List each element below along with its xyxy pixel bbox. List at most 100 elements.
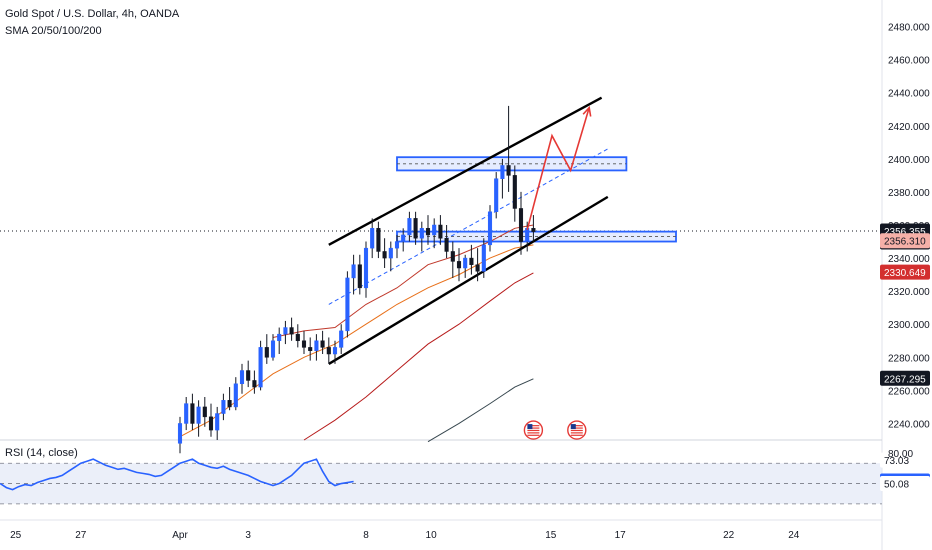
time-tick-label: Apr [172,530,188,541]
candle [289,327,294,335]
candle [413,218,418,239]
time-tick-label: 27 [75,530,87,541]
candle [469,257,474,265]
candle [227,400,232,408]
candle [450,251,455,262]
rsi-line [0,458,354,491]
price-tag-bg [880,370,930,386]
us-flag-event-icon [567,420,587,440]
candle [320,340,325,348]
candle [332,347,338,355]
candle [233,383,238,408]
channel-upper-line [328,96,603,246]
price-tag: 2330.649 [884,268,926,279]
price-tick-label: 2340.000 [888,254,930,265]
flag-stripe [527,434,540,436]
candle [382,251,387,259]
candle [202,406,207,418]
candle [506,165,511,176]
channel-mid-line [328,148,609,305]
candle [444,237,449,252]
projection-arrowhead [582,105,592,117]
us-flag-event-icon [523,420,544,440]
candle [401,234,406,242]
candle [283,327,288,335]
candle [314,340,319,351]
candle [481,244,486,272]
time-tick-label: 15 [545,530,557,541]
candle [345,277,350,332]
candle [388,247,393,259]
candle [512,175,517,209]
flag-stripe [570,429,583,432]
sma-legend: SMA 20/50/100/200 [5,25,102,37]
candle [246,370,251,381]
candle [425,228,431,236]
rsi-tag-bg [880,452,930,468]
price-tag-bg [880,233,930,249]
candle [438,224,443,239]
flag-stripe [570,427,583,429]
flag-stripe [527,425,540,427]
flag-stripe [570,434,583,436]
candle [419,228,424,239]
flag-stripe [527,427,540,429]
sma20-line [272,224,534,338]
candle [208,416,214,431]
candle [270,340,276,358]
chart-title: Gold Spot / U.S. Dollar, 4h, OANDA [5,8,180,20]
candle [394,241,400,249]
candle [407,218,412,236]
candle [326,347,331,355]
price-tick-label: 2420.000 [888,122,930,133]
time-tick-label: 22 [723,530,735,541]
candle [295,333,300,342]
candle [308,347,313,351]
time-tick-label: 8 [363,530,369,541]
candle [190,403,195,424]
sma50-line [179,244,534,438]
sma200-line [427,378,534,443]
rsi-tag: 50.08 [884,479,909,490]
candle [196,406,201,424]
candle [456,261,462,269]
candle [475,264,480,272]
price-tag: 2356.355 [884,227,926,238]
candle [432,224,437,236]
price-tick-label: 2480.000 [888,23,930,34]
flag-stripe [570,425,583,427]
flag-stripe [527,429,540,432]
candle [363,247,369,289]
rsi-tag-bg [880,475,930,491]
candle [494,178,499,213]
price-tick-label: 2400.000 [888,155,930,166]
candle [518,208,524,242]
time-tick-label: 10 [426,530,438,541]
flag-canton [527,424,533,430]
candle [277,333,282,342]
candle [184,403,189,424]
candle [376,228,381,252]
time-tick-label: 24 [788,530,800,541]
candle [177,423,183,444]
price-tick-label: 2380.000 [888,188,930,199]
price-tick-label: 2260.000 [888,386,930,397]
candle [264,347,269,358]
candle [258,347,263,388]
candle [357,264,362,289]
candle [215,413,220,431]
flag-stripe [570,432,583,434]
time-tick-label: 25 [10,530,22,541]
price-tick-label: 2300.000 [888,320,930,331]
rsi-legend: RSI (14, close) [5,447,78,459]
candle [239,370,245,385]
price-tick-label: 2440.000 [888,89,930,100]
flag-stripe [527,432,540,434]
candle [221,400,226,414]
candle [500,165,505,179]
candle [301,340,307,348]
candle [463,257,468,269]
candle [531,228,536,232]
candle [351,264,356,279]
